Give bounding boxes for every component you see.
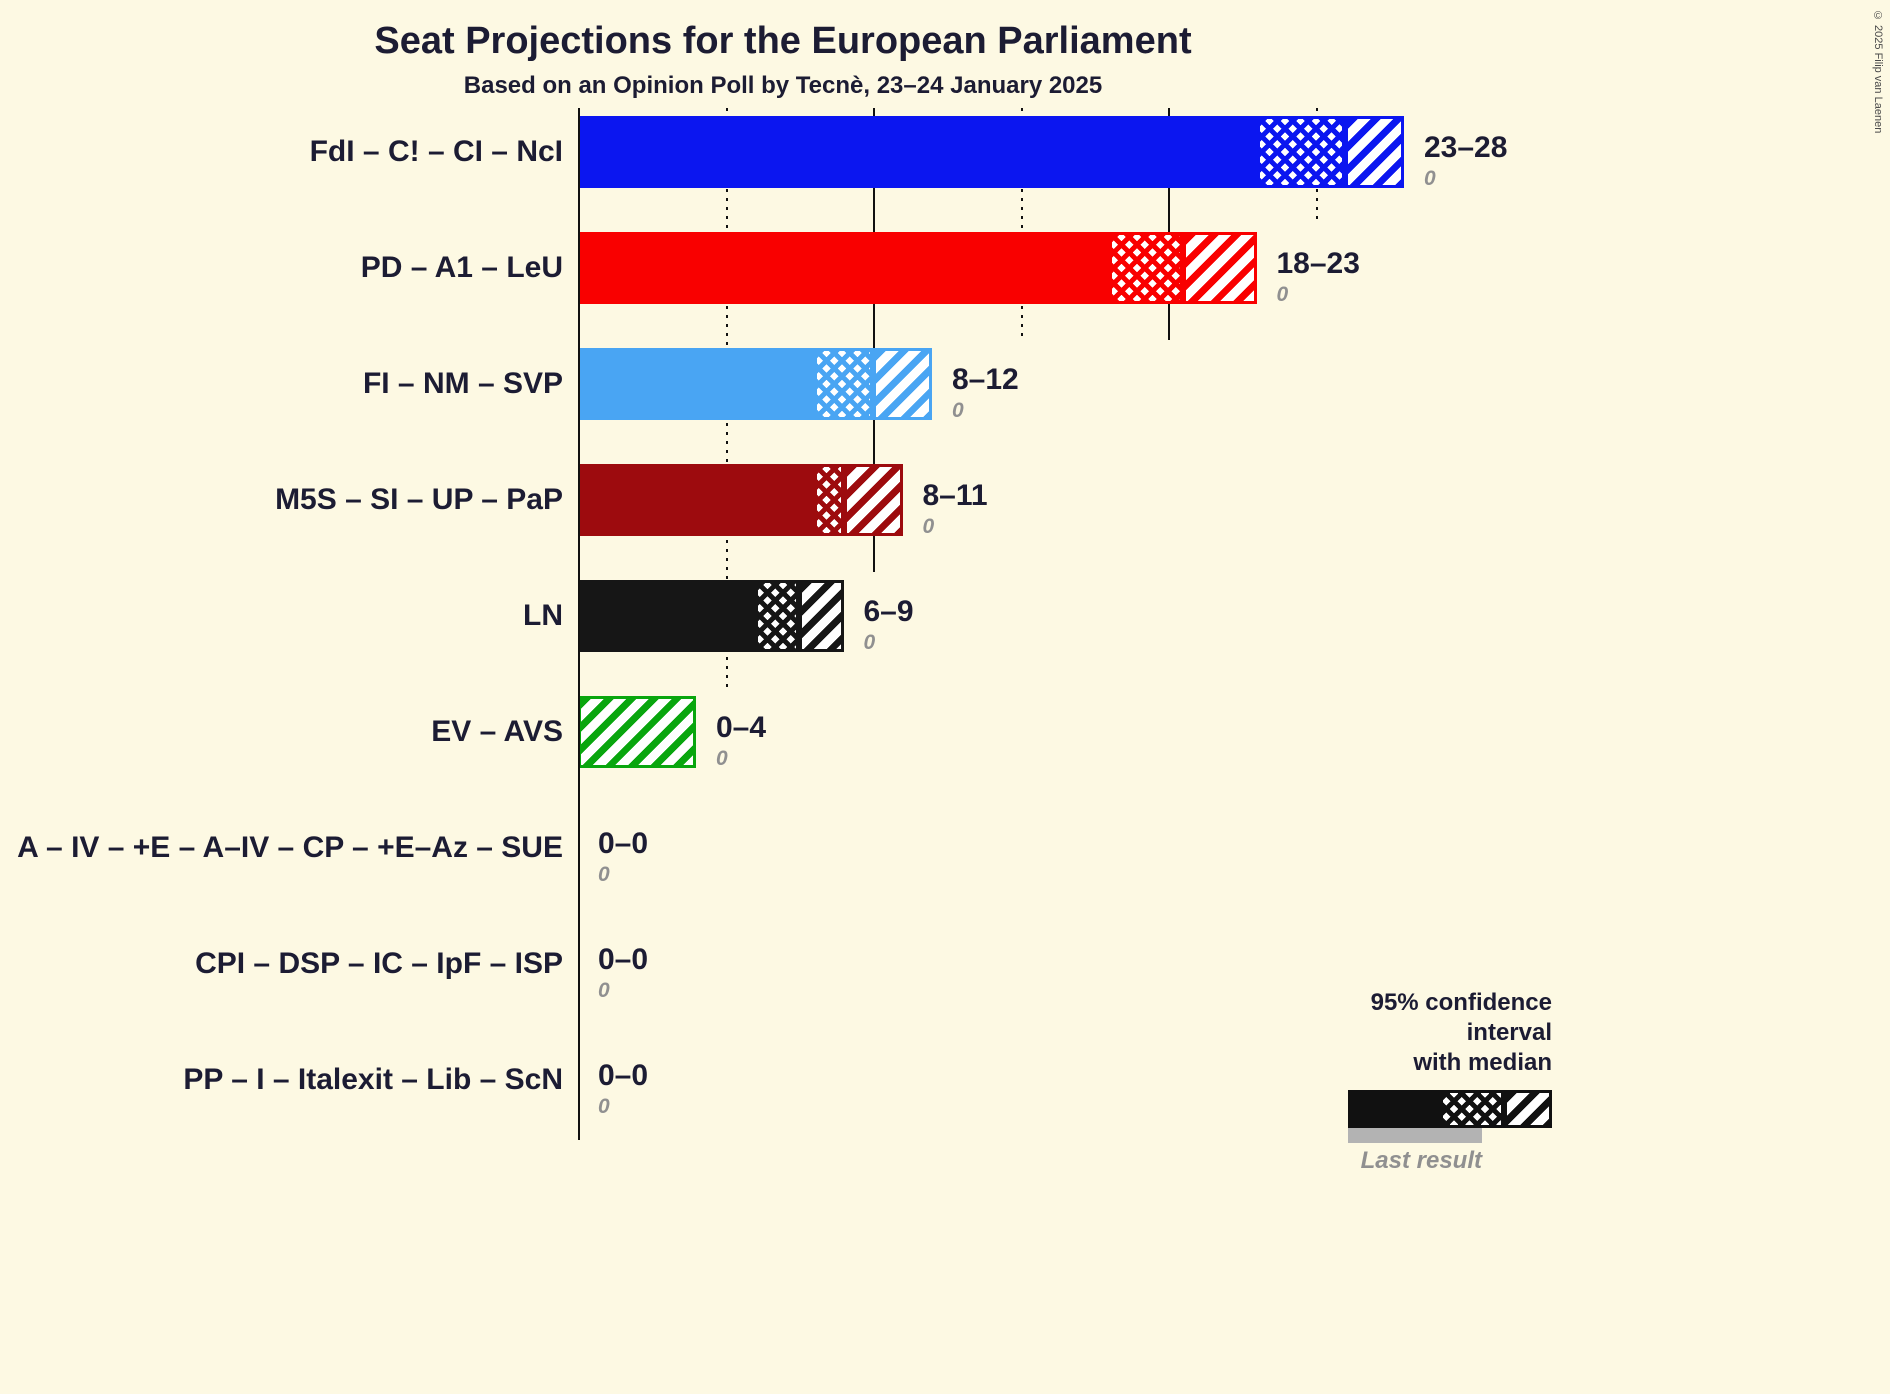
legend-last-result-label: Last result: [1360, 1147, 1482, 1174]
party-label: CPI – DSP – IC – IpF – ISP: [195, 947, 563, 980]
bar-segment-diag: [1182, 232, 1257, 304]
last-result-value: 0: [922, 515, 935, 538]
copyright-note: © 2025 Filip van Laenen: [1872, 10, 1884, 134]
last-result-value: 0: [598, 1095, 610, 1118]
party-label: EV – AVS: [431, 715, 563, 748]
bar-segment-cross: [814, 464, 844, 536]
party-label: FI – NM – SVP: [362, 367, 563, 400]
ci-range-label: 0–0: [598, 1059, 649, 1092]
value-label-block: 23–28 0: [1424, 130, 1507, 192]
legend-crosshatch-segment: [1440, 1090, 1504, 1128]
value-label-block: 0–0 0: [598, 826, 648, 888]
legend-last-result-bar: [1348, 1128, 1482, 1143]
last-result-value: 0: [952, 399, 964, 422]
value-label-block: 6–9 0: [864, 594, 914, 656]
legend-sample-bar: [1348, 1090, 1552, 1128]
gridline-20: [1168, 108, 1170, 340]
bar-segment-cross: [814, 348, 873, 420]
ci-range-label: 23–28: [1424, 131, 1508, 164]
last-result-value: 0: [716, 747, 728, 770]
bar-segment-diag: [578, 696, 696, 768]
ci-range-label: 8–11: [922, 479, 988, 512]
legend-solid-segment: [1348, 1090, 1440, 1128]
last-result-value: 0: [1424, 167, 1436, 190]
gridline-10: [873, 108, 875, 572]
legend-diagonal-segment: [1504, 1090, 1552, 1128]
gridline-15: [1020, 108, 1023, 340]
bar-segment-solid: [578, 580, 755, 652]
bar-segment-solid: [578, 348, 814, 420]
bar-segment-solid: [578, 116, 1257, 188]
bar-segment-diag: [843, 464, 903, 536]
chart-subtitle: Based on an Opinion Poll by Tecnè, 23–24…: [463, 72, 1103, 99]
ci-range-label: 0–0: [598, 943, 649, 976]
ci-range-label: 0–4: [716, 711, 767, 744]
value-label-block: 8–11 0: [923, 478, 988, 540]
ci-range-label: 0–0: [598, 827, 649, 860]
last-result-value: 0: [863, 631, 876, 654]
y-axis: [578, 108, 580, 1140]
ci-range-label: 8–12: [952, 363, 1019, 396]
value-label-block: 18–23 0: [1277, 246, 1360, 308]
bar-segment-diag: [799, 580, 844, 652]
legend-median-label: with median: [1413, 1049, 1552, 1076]
legend-ci-label: 95% confidence interval: [1370, 989, 1552, 1046]
legend: 95% confidence interval with median Last…: [1348, 988, 1552, 1175]
party-label: LN: [523, 599, 563, 632]
party-label: PP – I – Italexit – Lib – ScN: [183, 1063, 563, 1096]
chart-title: Seat Projections for the European Parlia…: [374, 20, 1192, 62]
ci-range-label: 18–23: [1276, 247, 1360, 280]
bar-segment-cross: [1109, 232, 1183, 304]
bar-segment-solid: [578, 232, 1109, 304]
party-label: A – IV – +E – A–IV – CP – +E–Az – SUE: [17, 831, 563, 864]
ci-range-label: 6–9: [863, 595, 914, 628]
last-result-value: 0: [598, 863, 610, 886]
bar-segment-diag: [1345, 116, 1404, 188]
value-label-block: 0–0 0: [598, 942, 648, 1004]
party-label: PD – A1 – LeU: [360, 251, 563, 284]
value-label-block: 8–12 0: [952, 362, 1019, 424]
last-result-value: 0: [598, 979, 610, 1002]
value-label-block: 0–0 0: [598, 1058, 648, 1120]
party-label: FdI – C! – CI – NcI: [309, 135, 563, 168]
bar-segment-diag: [873, 348, 932, 420]
bar-segment-solid: [578, 464, 814, 536]
party-label: M5S – SI – UP – PaP: [275, 483, 563, 516]
last-result-value: 0: [1276, 283, 1289, 306]
bar-segment-cross: [1256, 116, 1345, 188]
bar-segment-cross: [755, 580, 800, 652]
value-label-block: 0–4 0: [716, 710, 766, 772]
